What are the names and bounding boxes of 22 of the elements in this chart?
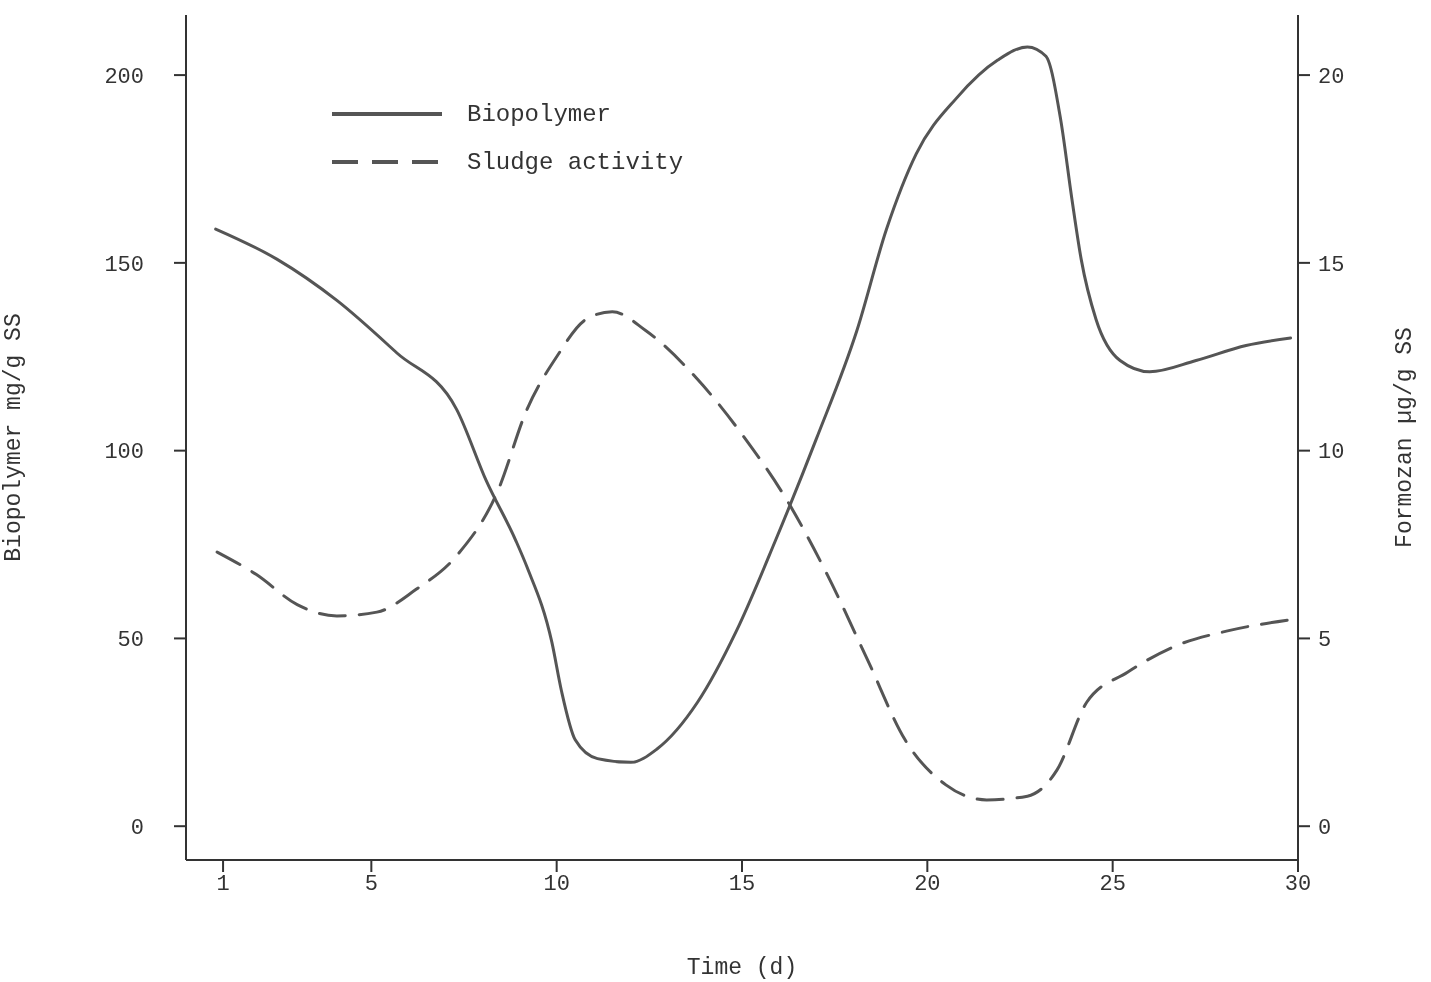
legend-label: Biopolymer (467, 100, 612, 128)
y-tick-label: 0 (130, 816, 144, 842)
x-tick-label: 20 (914, 871, 941, 897)
x-tick-label: 15 (728, 871, 756, 897)
y-tick-label: 50 (117, 628, 144, 654)
y2-tick-label: 0 (1318, 816, 1332, 842)
legend-label: Sludge activity (467, 148, 684, 176)
x-tick-label: 30 (1284, 871, 1312, 897)
x-tick-label: 1 (216, 871, 230, 897)
y2-axis-title: Formozan µg/g SS (1392, 327, 1419, 548)
y-axis-title: Biopolymer mg/g SS (1, 313, 28, 562)
x-tick-label: 5 (364, 871, 378, 897)
y2-tick-label: 20 (1318, 64, 1345, 90)
y-tick-label: 150 (104, 252, 144, 278)
x-tick-label: 25 (1099, 871, 1126, 897)
y-tick-label: 100 (104, 440, 144, 466)
y2-tick-label: 15 (1318, 252, 1345, 278)
y2-tick-label: 10 (1318, 440, 1345, 466)
x-axis-title: Time (d) (686, 955, 798, 981)
x-tick-label: 10 (543, 871, 570, 897)
y2-tick-label: 5 (1318, 628, 1332, 654)
y-tick-label: 200 (104, 64, 144, 90)
